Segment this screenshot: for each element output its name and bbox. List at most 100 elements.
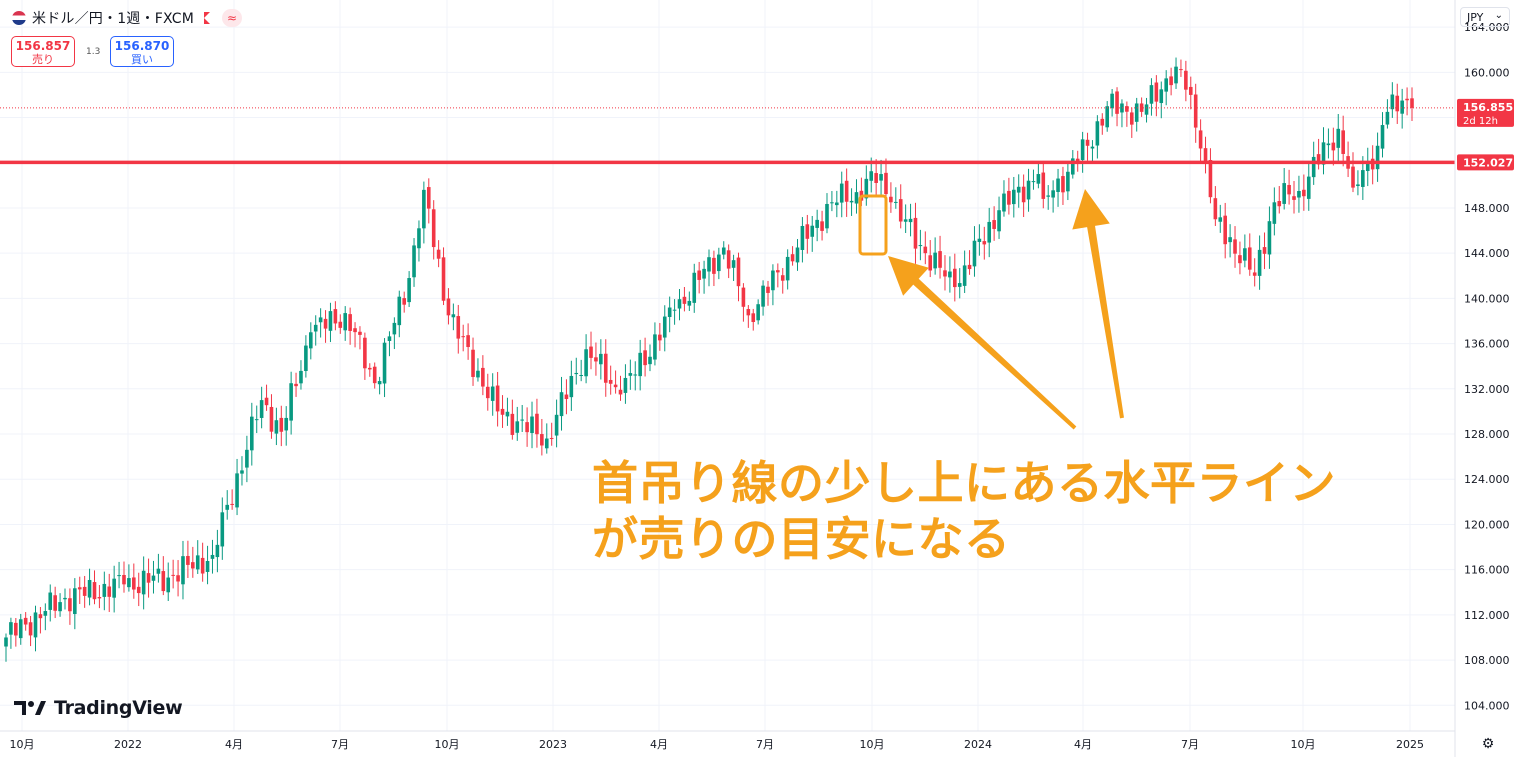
indicator-toggle-icon[interactable]: ≈ — [222, 9, 242, 27]
candle — [515, 406, 520, 441]
candle — [1031, 169, 1036, 190]
last-price-value: 156.855 — [1463, 101, 1513, 114]
candle — [1184, 60, 1188, 102]
candle — [397, 290, 402, 338]
candle — [618, 375, 623, 401]
candle — [279, 405, 284, 447]
candle — [176, 560, 180, 597]
candle — [127, 564, 131, 592]
candle — [1267, 206, 1272, 269]
tradingview-logo[interactable]: TradingView — [14, 697, 183, 719]
brand-name: TradingView — [54, 697, 183, 719]
candle — [18, 613, 23, 645]
candle — [107, 573, 112, 612]
candle — [1331, 127, 1336, 166]
candle — [417, 220, 421, 262]
candle — [284, 406, 289, 446]
candle — [1395, 83, 1400, 124]
candle — [328, 302, 333, 343]
time-tick-label: 7月 — [331, 738, 349, 751]
candle — [510, 399, 515, 440]
candle — [392, 317, 397, 350]
annotation-arrows — [888, 189, 1124, 430]
candle — [815, 209, 819, 242]
candle — [191, 546, 195, 578]
candle — [672, 299, 677, 325]
buy-price: 156.870 — [114, 39, 170, 53]
candle — [874, 159, 878, 198]
candle — [1002, 180, 1006, 217]
candle — [923, 231, 928, 265]
candle — [402, 291, 407, 313]
candle — [1120, 99, 1124, 128]
candle — [1198, 119, 1203, 163]
candle — [23, 612, 28, 631]
candle — [1051, 180, 1055, 213]
candle — [195, 540, 200, 574]
candle — [1066, 163, 1070, 201]
candle — [574, 357, 579, 385]
candle — [387, 331, 392, 357]
annotation-line-2: が売りの目安になる — [592, 512, 1011, 566]
candle — [304, 335, 308, 378]
candle — [431, 200, 436, 260]
chevron-down-icon: ⌄ — [1494, 10, 1503, 21]
time-tick-label: 2025 — [1396, 738, 1424, 751]
price-tick-label: 160.000 — [1464, 66, 1510, 79]
candle — [1169, 67, 1173, 96]
candle — [1370, 145, 1375, 185]
candle — [63, 588, 67, 610]
candle — [230, 489, 234, 510]
candle — [1321, 127, 1326, 175]
candle — [299, 360, 303, 390]
price-tick-label: 120.000 — [1464, 518, 1510, 531]
market-closed-icon[interactable] — [204, 12, 210, 24]
symbol-title[interactable]: 米ドル／円・1週・FXCM — [32, 11, 194, 27]
candle — [1056, 168, 1060, 207]
candle — [151, 560, 156, 594]
candle — [1149, 78, 1154, 116]
candle — [525, 407, 529, 447]
sell-button[interactable]: 156.857 売り — [11, 36, 75, 67]
candle — [918, 229, 923, 261]
candle — [274, 407, 279, 446]
tradingview-logo-icon — [14, 701, 46, 715]
candle — [1252, 258, 1257, 287]
candle — [254, 405, 259, 434]
candle — [1282, 168, 1286, 210]
candle — [1316, 138, 1321, 170]
candle — [456, 304, 461, 354]
candle — [854, 179, 859, 214]
candle — [1233, 226, 1237, 268]
candle — [530, 401, 534, 449]
price-tick-label: 132.000 — [1464, 383, 1510, 396]
candle — [564, 379, 569, 415]
candle — [1036, 162, 1041, 189]
candle — [382, 338, 387, 398]
candle — [1080, 131, 1085, 173]
candle — [1243, 234, 1247, 268]
candle — [697, 261, 701, 294]
candle — [731, 254, 736, 281]
currency-select[interactable]: JPY ⌄ — [1460, 7, 1510, 27]
candle — [43, 603, 48, 631]
price-tick-label: 104.000 — [1464, 699, 1510, 712]
candle — [613, 370, 618, 394]
buy-button[interactable]: 156.870 買い — [110, 36, 174, 67]
candle — [146, 558, 151, 598]
candle — [264, 384, 269, 411]
candle — [717, 247, 721, 280]
candle — [987, 207, 992, 258]
candle — [1021, 174, 1026, 217]
time-tick-label: 7月 — [756, 738, 774, 751]
candle — [741, 283, 746, 322]
candle — [1365, 147, 1370, 187]
price-tick-label: 140.000 — [1464, 292, 1510, 305]
candle — [1154, 75, 1159, 117]
time-axis[interactable]: 10月 2022 4月 7月 10月 2023 4月 7月 10月 2024 4月 7月 10月 2025 — [0, 730, 1455, 751]
symbol-header[interactable]: 米ドル／円・1週・FXCM ≈ — [12, 8, 242, 28]
settings-icon[interactable]: ⚙ — [1481, 736, 1495, 752]
candle — [795, 239, 800, 271]
candle — [1356, 170, 1360, 196]
